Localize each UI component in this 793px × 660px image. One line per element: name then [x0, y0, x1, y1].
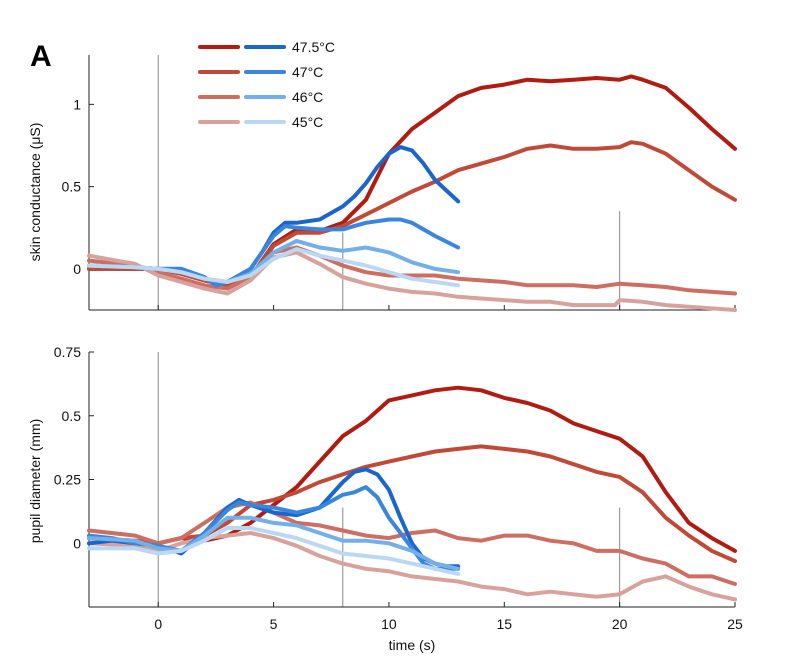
x-axis-label: time (s): [389, 637, 436, 653]
legend-label-47: 47°C: [292, 64, 323, 80]
y-axis-label: skin conductance (μS): [27, 123, 43, 262]
y-tick-label: 0.75: [54, 344, 81, 360]
x-tick-label: 25: [727, 616, 743, 632]
y-tick-label: 0.5: [62, 179, 82, 195]
legend-label-46: 46°C: [292, 89, 323, 105]
pupil-diameter-panel: 0 0.25 0.5 0.75 0 5 10 15 20 25 pupil diameter (mm…: [27, 344, 743, 653]
series-line-45c-red: [87, 250, 737, 312]
series-line-45c-blue: [87, 526, 461, 576]
x-tick-label: 0: [154, 616, 162, 632]
series-line-47-5c-blue: [87, 145, 461, 288]
series-line-46c-blue: [87, 515, 461, 571]
series-line-47-5c-red: [87, 385, 737, 553]
legend: 47.5°C 47°C 46°C 45°C: [198, 39, 335, 130]
series-line-47c-red: [87, 444, 737, 564]
series-line-45c-blue: [87, 247, 461, 288]
x-tick-label: 10: [381, 616, 397, 632]
legend-label-47-5: 47.5°C: [292, 39, 335, 55]
y-tick-label: 0.5: [62, 408, 82, 424]
series-line-47-5c-red: [87, 74, 737, 288]
y-tick-label: 0: [73, 261, 81, 277]
panel-letter: A: [30, 40, 52, 73]
series-line-47c-blue: [87, 217, 461, 288]
x-tick-label: 5: [270, 616, 278, 632]
y-axis-label: pupil diameter (mm): [27, 419, 43, 543]
series-line-46c-red: [87, 500, 737, 586]
skin-conductance-panel: 0 0.5 1 skin conductance (μS): [27, 55, 737, 312]
x-tick-label: 15: [496, 616, 512, 632]
legend-label-45: 45°C: [292, 114, 323, 130]
x-tick-label: 20: [612, 616, 628, 632]
series-line-45c-red: [87, 531, 737, 602]
y-tick-label: 0: [73, 535, 81, 551]
y-tick-label: 1: [73, 96, 81, 112]
y-tick-label: 0.25: [54, 472, 81, 488]
